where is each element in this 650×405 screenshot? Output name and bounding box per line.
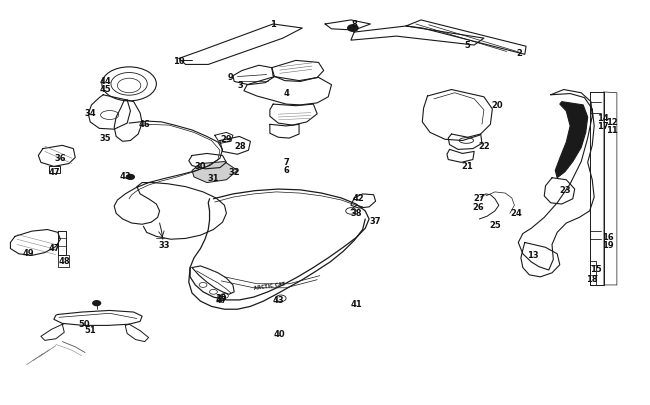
- Text: 32: 32: [228, 168, 240, 177]
- Text: 34: 34: [84, 109, 96, 118]
- Text: 6: 6: [283, 166, 289, 175]
- Text: ARCTIC CAT: ARCTIC CAT: [254, 281, 286, 290]
- Text: 51: 51: [84, 325, 96, 334]
- Text: 17: 17: [597, 122, 608, 130]
- Text: 43: 43: [272, 296, 284, 305]
- Text: 47: 47: [215, 296, 227, 305]
- Text: 11: 11: [606, 126, 618, 134]
- Text: 24: 24: [510, 208, 522, 217]
- Circle shape: [93, 301, 101, 306]
- Text: 7: 7: [283, 158, 289, 166]
- Text: 47: 47: [48, 168, 60, 177]
- Text: 21: 21: [462, 162, 474, 171]
- Text: 12: 12: [606, 117, 618, 126]
- Text: 37: 37: [370, 216, 382, 225]
- Text: 13: 13: [526, 250, 538, 260]
- Text: 15: 15: [590, 264, 602, 274]
- Text: 45: 45: [100, 85, 112, 94]
- Text: 47: 47: [48, 243, 60, 252]
- Text: 8: 8: [351, 20, 357, 30]
- Text: 50: 50: [78, 319, 90, 328]
- Text: 35: 35: [100, 133, 112, 143]
- Text: 48: 48: [58, 256, 70, 266]
- Text: 40: 40: [274, 329, 285, 338]
- Text: 38: 38: [350, 208, 362, 217]
- Text: 22: 22: [478, 141, 490, 151]
- Text: 26: 26: [473, 202, 485, 211]
- Text: 31: 31: [207, 174, 219, 183]
- Text: 5: 5: [465, 40, 471, 49]
- Circle shape: [348, 26, 358, 32]
- Polygon shape: [192, 162, 237, 183]
- Text: 44: 44: [100, 77, 112, 86]
- Text: 42: 42: [353, 193, 365, 202]
- Text: 3: 3: [238, 81, 244, 90]
- Text: 23: 23: [559, 186, 571, 195]
- Polygon shape: [555, 102, 588, 178]
- Text: 14: 14: [597, 113, 608, 122]
- Text: 1: 1: [270, 20, 276, 30]
- Text: 4: 4: [283, 89, 289, 98]
- Text: 36: 36: [55, 153, 66, 162]
- Circle shape: [127, 175, 135, 180]
- Text: 16: 16: [602, 232, 614, 241]
- Text: 2: 2: [517, 49, 523, 58]
- Text: 49: 49: [22, 248, 34, 258]
- Text: 18: 18: [586, 275, 598, 284]
- Text: 39: 39: [215, 293, 227, 302]
- Text: 27: 27: [473, 194, 484, 203]
- Text: 41: 41: [350, 300, 362, 309]
- Text: 46: 46: [139, 119, 151, 128]
- Text: 28: 28: [235, 141, 246, 151]
- Text: 43: 43: [120, 172, 131, 181]
- Text: 19: 19: [602, 241, 614, 249]
- Text: 33: 33: [159, 241, 170, 249]
- Text: 10: 10: [174, 57, 185, 66]
- Text: 9: 9: [228, 73, 234, 82]
- Text: 25: 25: [489, 220, 500, 229]
- Text: 29: 29: [220, 134, 232, 143]
- Text: 30: 30: [195, 162, 206, 171]
- Text: 20: 20: [491, 101, 502, 110]
